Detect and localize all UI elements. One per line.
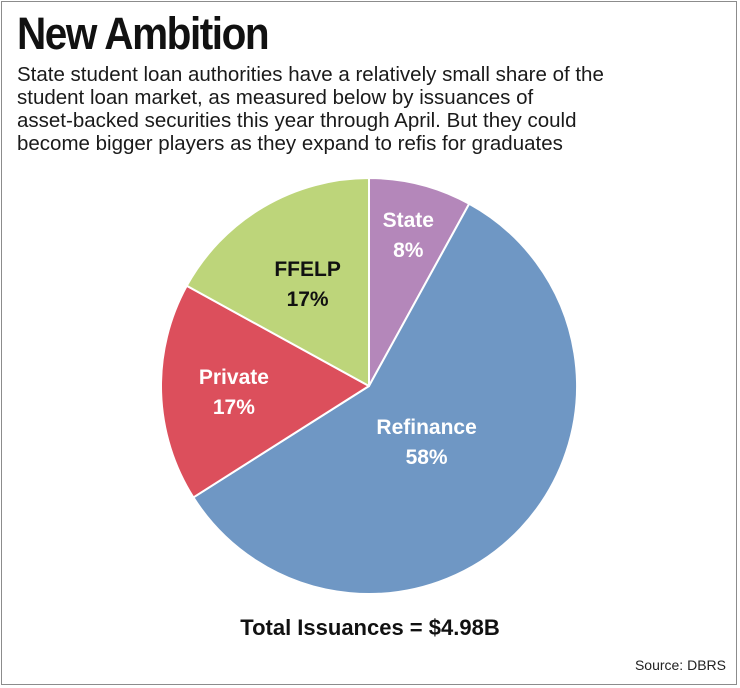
slice-value-state: 8% bbox=[393, 239, 424, 262]
pie-labels: State 8% Refinance 58% Private 17% FFELP 17% bbox=[199, 209, 477, 469]
slice-label-refinance: Refinance bbox=[376, 416, 476, 439]
slice-label-private: Private bbox=[199, 366, 269, 389]
pie-slice-state bbox=[368, 177, 471, 387]
total-issuances: Total Issuances = $4.98B bbox=[240, 615, 500, 640]
slice-value-ffelp: 17% bbox=[287, 288, 329, 311]
slice-label-ffelp: FFELP bbox=[274, 258, 341, 281]
slice-value-refinance: 58% bbox=[406, 446, 448, 469]
chart-subtitle: State student loan authorities have a re… bbox=[17, 63, 729, 155]
subtitle-line: State student loan authorities have a re… bbox=[17, 63, 604, 86]
pie-slice-private bbox=[160, 284, 370, 499]
subtitle-line: student loan market, as measured below b… bbox=[17, 86, 534, 109]
chart-title: New Ambition bbox=[17, 8, 270, 59]
slice-value-private: 17% bbox=[213, 396, 255, 419]
pie-slice-ffelp bbox=[185, 177, 370, 387]
source-note: Source: DBRS bbox=[634, 657, 726, 673]
slice-label-state: State bbox=[383, 209, 434, 232]
subtitle-line: become bigger players as they expand to … bbox=[17, 132, 563, 155]
subtitle-line: asset-backed securities this year throug… bbox=[17, 109, 577, 132]
pie-slice-refinance bbox=[192, 202, 578, 595]
pie-slices bbox=[160, 177, 578, 595]
